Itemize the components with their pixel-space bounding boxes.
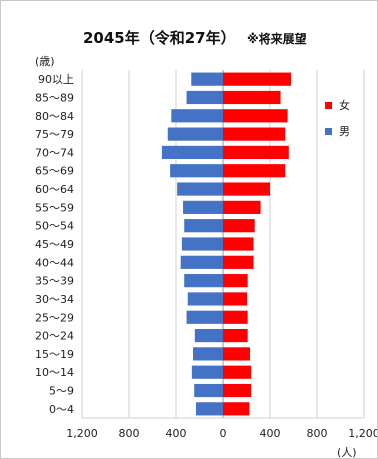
legend: 女男 <box>325 98 350 138</box>
female-bar <box>223 310 248 324</box>
chart-title: 2045年（令和27年） <box>83 29 236 47</box>
x-tick-label: 1,200 <box>348 427 377 440</box>
legend-swatch <box>325 128 332 135</box>
male-bar <box>180 255 223 269</box>
x-tick-label: 1,200 <box>66 427 98 440</box>
male-bar <box>191 72 223 86</box>
legend-label: 女 <box>339 98 350 112</box>
male-bar <box>183 200 223 214</box>
female-bar <box>223 72 292 86</box>
male-bar <box>194 383 223 398</box>
category-label: 90以上 <box>38 73 74 86</box>
male-bar <box>195 402 223 416</box>
male-bar <box>186 90 223 105</box>
female-bar <box>223 255 254 269</box>
female-bar <box>223 219 255 233</box>
x-tick-label: 800 <box>307 427 328 440</box>
legend-label: 男 <box>339 125 350 138</box>
category-label: 60～64 <box>35 183 74 196</box>
category-label: 70～74 <box>35 146 74 159</box>
male-bar <box>161 145 223 160</box>
male-bar <box>167 127 223 141</box>
x-tick-label: 0 <box>220 427 227 440</box>
female-bar <box>223 90 281 105</box>
female-bar <box>223 182 270 196</box>
female-bar <box>223 164 286 178</box>
category-label: 20～24 <box>35 330 74 343</box>
legend-swatch <box>325 102 332 109</box>
category-label: 65～69 <box>35 165 74 178</box>
male-bar <box>193 347 223 361</box>
female-bar <box>223 109 288 123</box>
female-bar <box>223 274 248 288</box>
male-bar <box>184 274 223 288</box>
female-bar <box>223 383 252 398</box>
male-bar <box>170 164 223 178</box>
x-tick-label: 800 <box>119 427 140 440</box>
x-axis-label: (人) <box>337 446 357 458</box>
category-label: 75～79 <box>35 128 74 141</box>
category-label: 5～9 <box>49 385 74 398</box>
category-label: 85～89 <box>35 91 74 104</box>
category-labels: 90以上 85～89 80～84 75～79 70～74 65～69 60～64 55～59 5… <box>35 73 74 416</box>
y-axis-label: (歳) <box>35 55 55 68</box>
male-bar <box>171 109 223 123</box>
female-bar <box>223 237 254 251</box>
male-bar <box>186 310 223 324</box>
category-label: 15～19 <box>35 348 74 361</box>
male-bar <box>184 219 223 233</box>
female-bar <box>223 365 252 379</box>
female-bar <box>223 127 286 141</box>
bars <box>161 72 292 416</box>
category-label: 10～14 <box>35 366 74 379</box>
category-label: 25～29 <box>35 311 74 324</box>
category-label: 30～34 <box>35 293 74 306</box>
male-bar <box>187 292 223 306</box>
female-bar <box>223 347 251 361</box>
category-label: 80～84 <box>35 110 74 123</box>
x-tick-label: 400 <box>260 427 281 440</box>
category-label: 55～59 <box>35 201 74 214</box>
category-label: 40～44 <box>35 256 74 269</box>
x-tick-labels: 1,200 800 400 0 400 800 1,200 <box>66 427 377 440</box>
x-tick-label: 400 <box>166 427 187 440</box>
category-label: 0～4 <box>49 403 74 416</box>
male-bar <box>191 365 223 379</box>
female-bar <box>223 145 289 160</box>
chart-subtitle: ※将来展望 <box>247 31 307 46</box>
male-bar <box>194 328 223 343</box>
female-bar <box>223 328 248 343</box>
male-bar <box>177 182 223 196</box>
category-label: 50～54 <box>35 220 74 233</box>
female-bar <box>223 402 250 416</box>
category-label: 45～49 <box>35 238 74 251</box>
female-bar <box>223 292 248 306</box>
category-label: 35～39 <box>35 275 74 288</box>
female-bar <box>223 200 261 214</box>
male-bar <box>181 237 223 251</box>
